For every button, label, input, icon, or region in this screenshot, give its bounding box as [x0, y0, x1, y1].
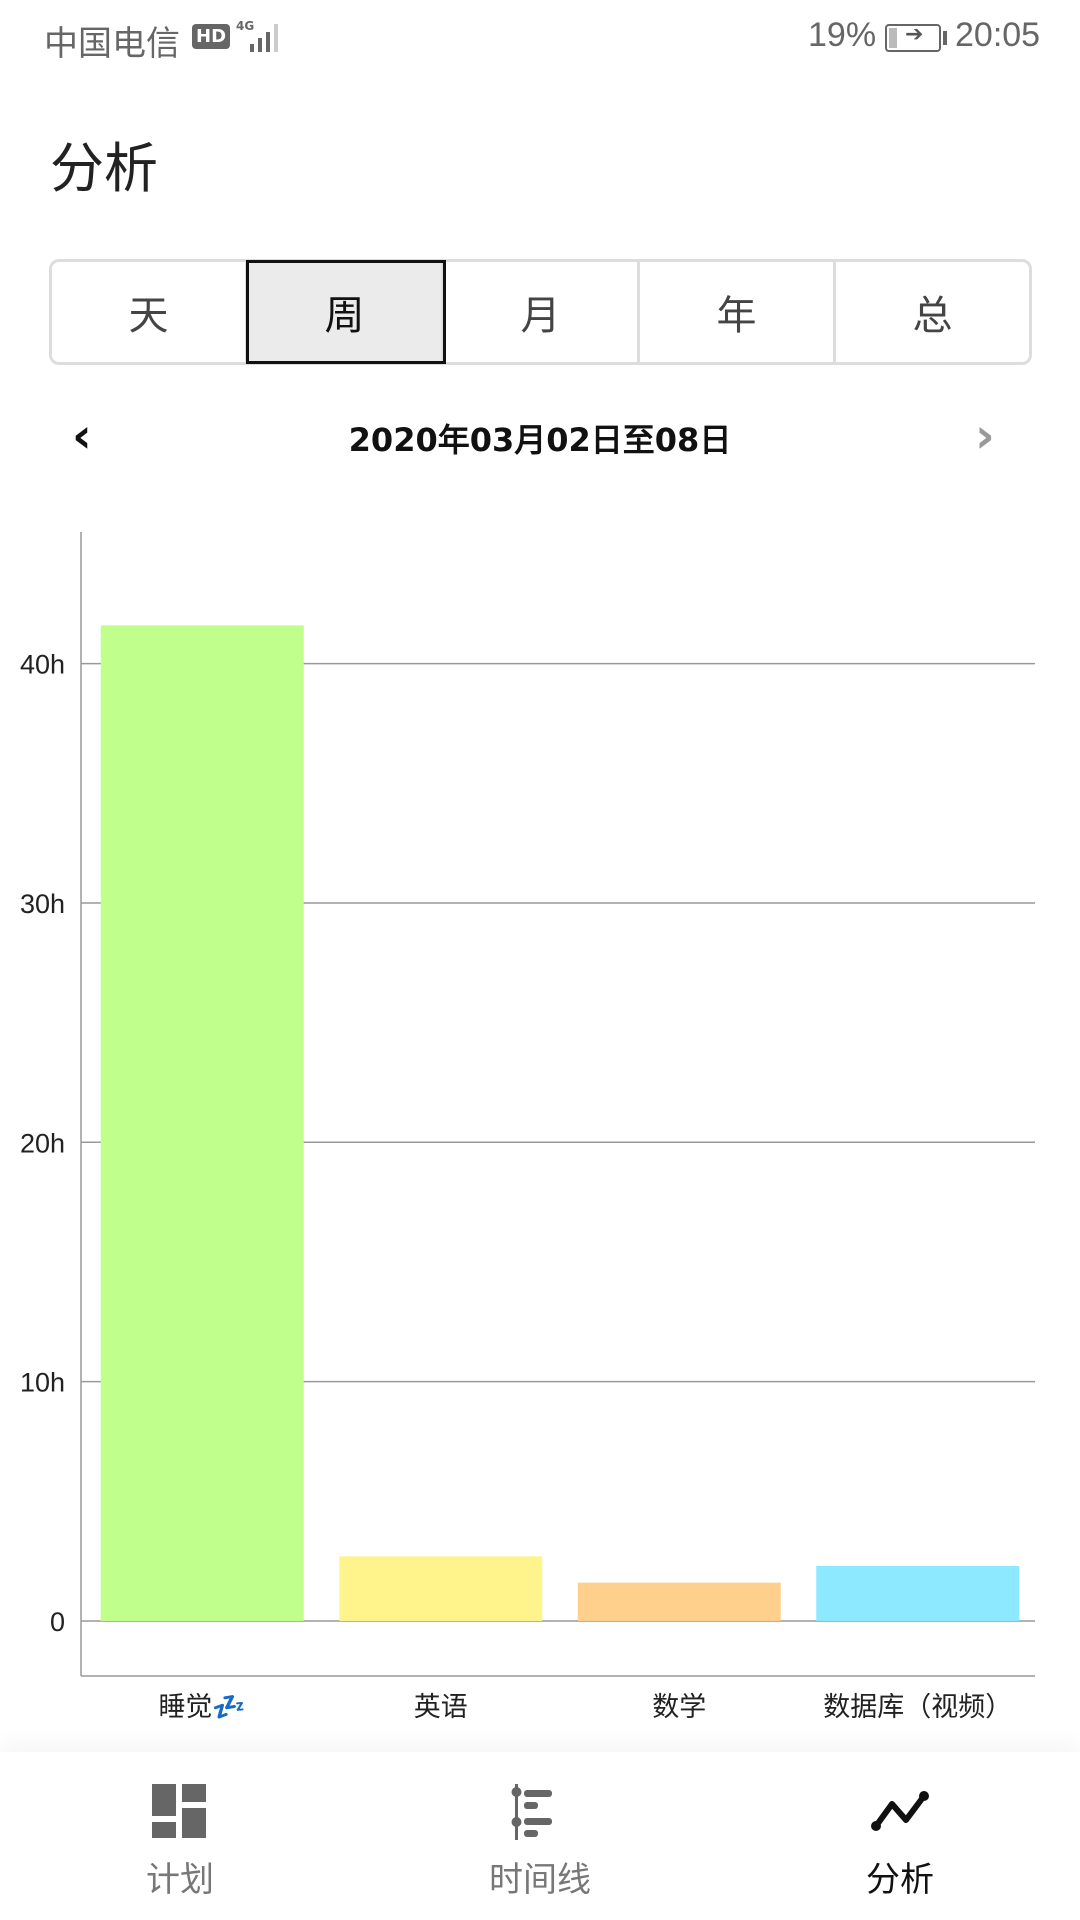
- battery-percent: 19%: [808, 16, 877, 54]
- tab-month[interactable]: 月: [444, 262, 640, 362]
- network-type: 4G: [236, 19, 254, 33]
- carrier-name: 中国电信: [44, 24, 180, 64]
- bar: [100, 625, 304, 1621]
- signal-icon: 4G: [236, 19, 278, 52]
- y-tick-label: 40h: [20, 650, 65, 680]
- nav-analysis[interactable]: 分析: [800, 1752, 1000, 1920]
- nav-timeline[interactable]: 时间线: [440, 1752, 640, 1920]
- nav-analysis-label: 分析: [866, 1860, 934, 1900]
- date-range: 2020年03月02日至08日: [348, 421, 732, 459]
- x-tick-label: 睡觉💤: [158, 1692, 246, 1723]
- chevron-left-icon[interactable]: ‹: [72, 408, 92, 464]
- hd-badge: HD: [192, 24, 231, 49]
- battery-tip: [943, 31, 947, 45]
- timeline-icon: [511, 1784, 552, 1840]
- nav-plan-label: 计划: [146, 1860, 214, 1900]
- y-tick-label: 30h: [20, 889, 65, 919]
- clock: 20:05: [955, 16, 1041, 54]
- dashboard-icon: [152, 1784, 206, 1838]
- x-tick-label: 数学: [652, 1692, 706, 1723]
- tab-year[interactable]: 年: [640, 262, 836, 362]
- y-tick-label: 20h: [20, 1128, 65, 1158]
- line-chart-icon: [871, 1791, 929, 1831]
- status-bar: 中国电信 HD 4G 19% ➔ 20:05: [0, 0, 1080, 75]
- tab-week[interactable]: 周: [246, 260, 446, 364]
- page-title: 分析: [50, 137, 158, 200]
- nav-plan[interactable]: 计划: [80, 1752, 280, 1920]
- y-tick-label: 0: [50, 1607, 65, 1637]
- bar: [816, 1565, 1020, 1621]
- y-tick-label: 10h: [20, 1368, 65, 1398]
- nav-timeline-label: 时间线: [489, 1860, 591, 1900]
- tab-day[interactable]: 天: [52, 262, 248, 362]
- bar-chart: 0 10h 20h 30h 40h 睡觉💤 英语 数学 数据库（视频）: [20, 532, 1035, 1723]
- battery-icon: ➔: [885, 22, 941, 52]
- chevron-right-icon[interactable]: ›: [975, 408, 995, 464]
- bar: [577, 1582, 781, 1621]
- bar: [339, 1556, 543, 1621]
- period-tabs: 天 周 月 年 总: [49, 259, 1032, 365]
- x-tick-label: 数据库（视频）: [823, 1692, 1012, 1723]
- tab-total[interactable]: 总: [912, 293, 953, 339]
- bottom-nav: 计划 时间线 分析: [0, 1752, 1080, 1920]
- x-tick-label: 英语: [414, 1692, 468, 1723]
